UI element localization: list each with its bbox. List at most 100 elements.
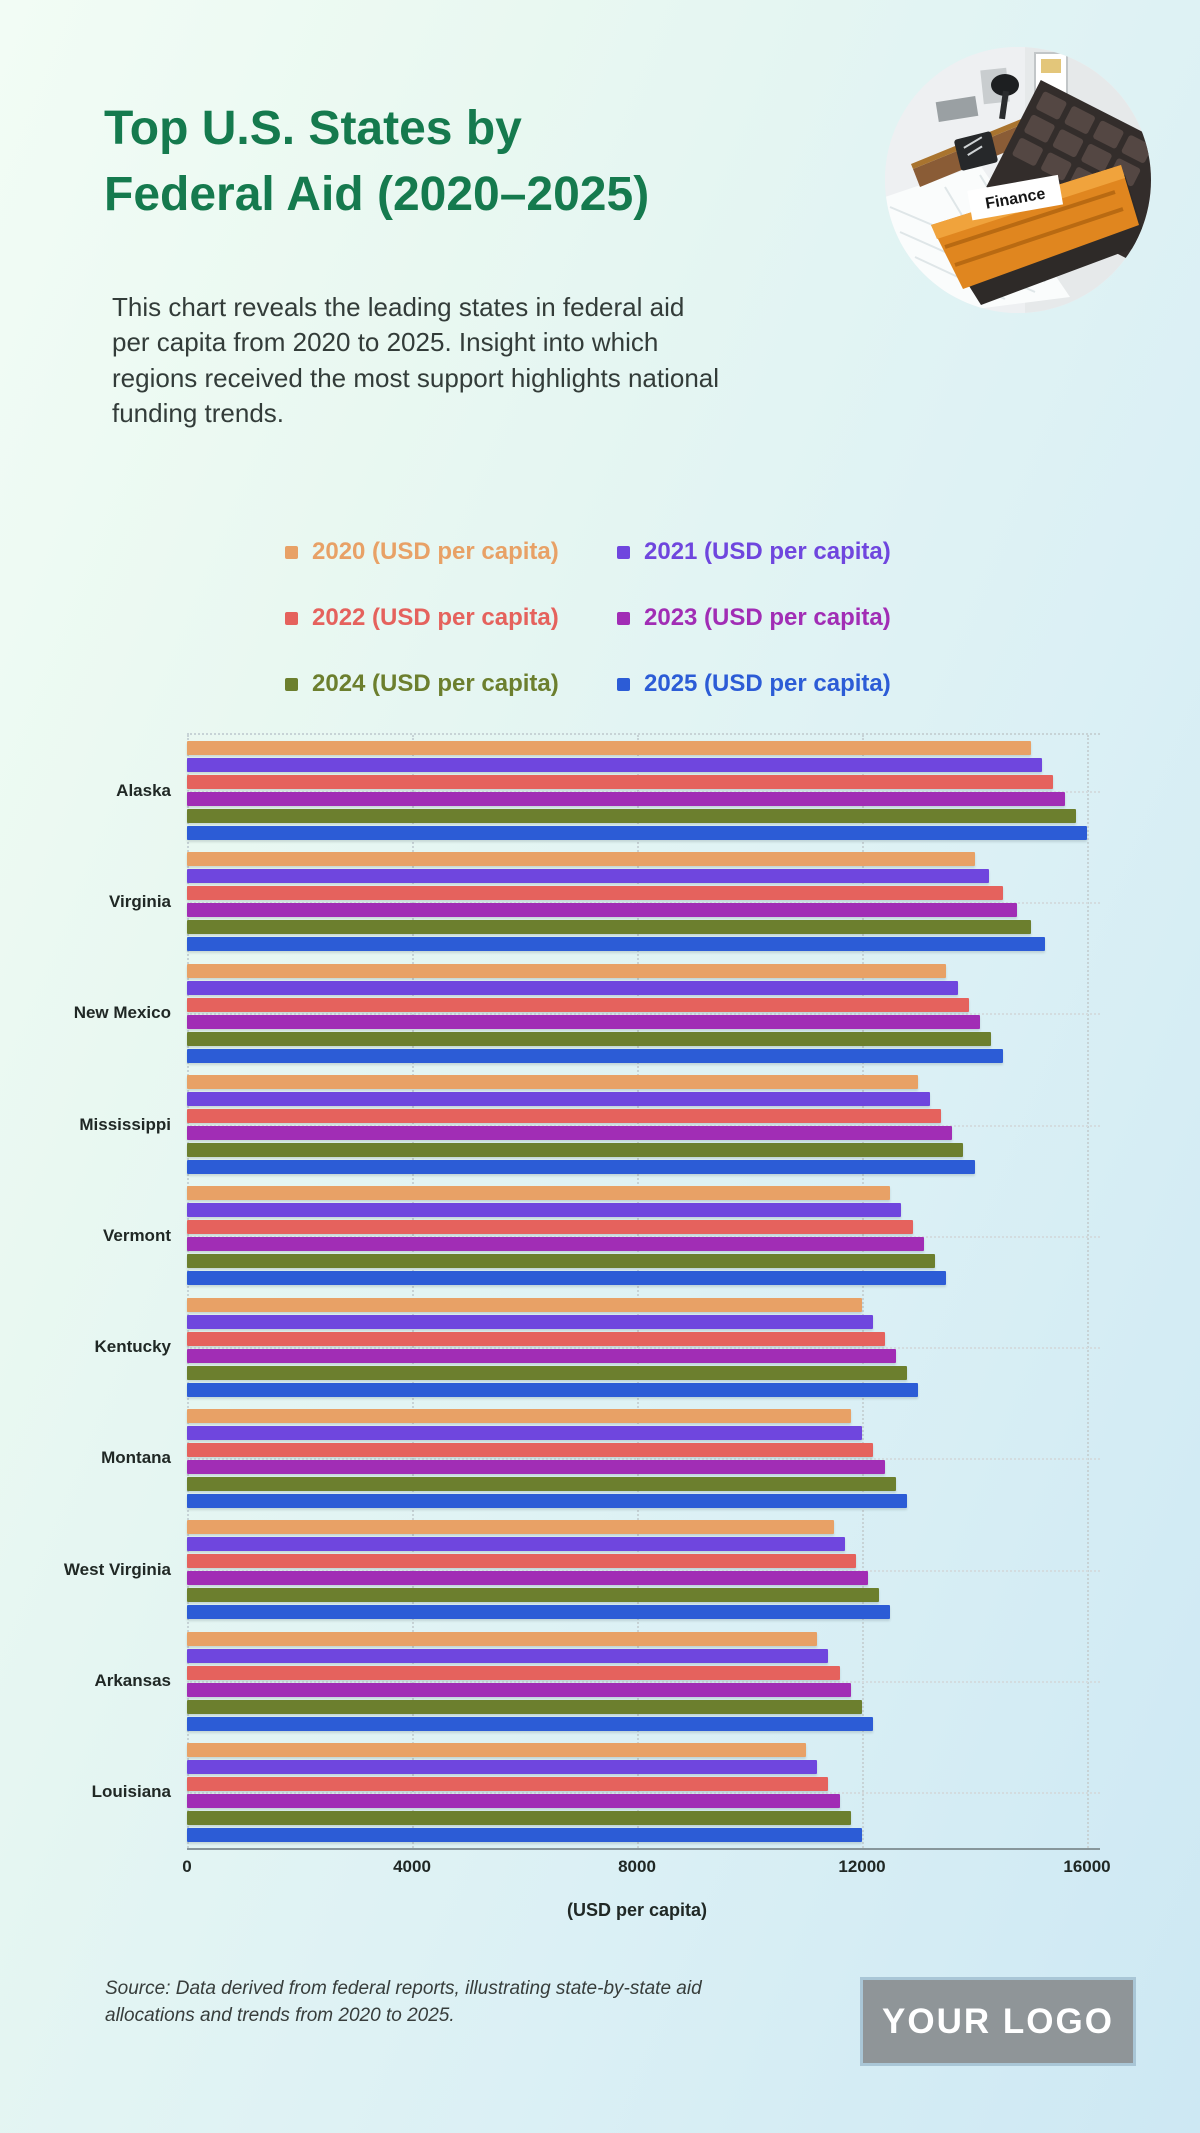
legend-swatch-2025	[617, 677, 630, 691]
bar-2025-mississippi	[187, 1160, 975, 1175]
bar-2020-louisiana	[187, 1742, 806, 1757]
bar-2022-west-virginia	[187, 1554, 857, 1569]
chart-plot: Alaska Virginia New Mexico Mississippi Vermo…	[64, 733, 1111, 1920]
row-label: Montana	[101, 1448, 171, 1468]
legend-item-2020: 2020 (USD per capita)	[285, 538, 617, 566]
bar-2023-west-virginia	[187, 1571, 868, 1586]
legend-item-2023: 2023 (USD per capita)	[617, 604, 891, 632]
bar-2022-new-mexico	[187, 997, 969, 1012]
legend-swatch-2022	[285, 611, 298, 625]
row-label: Vermont	[102, 1225, 171, 1245]
bar-2024-alaska	[187, 809, 1076, 824]
row-label: Kentucky	[94, 1337, 171, 1357]
bar-2020-alaska	[187, 741, 1031, 756]
legend-label: 2022 (USD per capita)	[312, 604, 559, 631]
bar-2020-west-virginia	[187, 1520, 834, 1535]
chart-legend: 2020 (USD per capita) 2021 (USD per capit…	[285, 538, 891, 698]
legend-item-2025: 2025 (USD per capita)	[617, 670, 891, 698]
bar-2022-montana	[187, 1442, 874, 1457]
bar-2023-louisiana	[187, 1793, 840, 1808]
legend-label: 2021 (USD per capita)	[644, 538, 891, 565]
legend-swatch-2024	[285, 677, 298, 691]
x-gridline-8000	[637, 735, 639, 1848]
chart-row-vermont: Vermont	[103, 1180, 1100, 1291]
logo-text: YOUR LOGO	[882, 2001, 1114, 2041]
x-tick-label-0: 0	[182, 1857, 192, 1876]
chart-rows: Alaska Virginia New Mexico Mississippi Vermo…	[64, 735, 1100, 1848]
x-tick-label-12000: 12000	[838, 1857, 886, 1876]
bar-2025-kentucky	[187, 1382, 919, 1397]
legend-label: 2024 (USD per capita)	[312, 670, 559, 697]
chart-row-louisiana: Louisiana	[92, 1737, 1100, 1848]
bar-2021-alaska	[187, 758, 1042, 773]
legend-item-2021: 2021 (USD per capita)	[617, 538, 891, 566]
bar-2022-vermont	[187, 1220, 913, 1235]
chart-row-virginia: Virginia	[109, 846, 1100, 957]
bar-2021-new-mexico	[187, 980, 958, 995]
x-gridline-12000	[862, 735, 864, 1848]
row-label: Mississippi	[79, 1114, 171, 1134]
x-tick-label-4000: 4000	[393, 1857, 431, 1876]
bar-2025-west-virginia	[187, 1605, 891, 1620]
row-label: New Mexico	[73, 1003, 171, 1023]
bar-2025-montana	[187, 1493, 907, 1508]
bar-2025-alaska	[187, 826, 1087, 841]
bar-2024-kentucky	[187, 1365, 907, 1380]
bar-2023-new-mexico	[187, 1014, 981, 1029]
legend-label: 2023 (USD per capita)	[644, 604, 891, 631]
legend-label: 2025 (USD per capita)	[644, 670, 891, 697]
bar-2021-mississippi	[187, 1092, 930, 1107]
title-line-1: Top U.S. States by	[104, 102, 522, 155]
chart-row-new-mexico: New Mexico	[74, 958, 1100, 1069]
legend-swatch-2021	[617, 545, 630, 559]
bar-2024-new-mexico	[187, 1031, 992, 1046]
bar-2023-arkansas	[187, 1682, 851, 1697]
finance-photo-illustration: Finance	[885, 47, 1151, 313]
legend-swatch-2023	[617, 611, 630, 625]
chart-row-montana: Montana	[101, 1403, 1100, 1514]
bar-2024-montana	[187, 1476, 896, 1491]
bar-2022-virginia	[187, 886, 1003, 901]
bar-2021-kentucky	[187, 1314, 874, 1329]
bar-2021-vermont	[187, 1203, 902, 1218]
source-note: Source: Data derived from federal report…	[105, 1978, 702, 2026]
bar-2023-vermont	[187, 1237, 924, 1252]
finance-photo-circle: Finance	[885, 47, 1151, 313]
bar-2020-arkansas	[187, 1631, 817, 1646]
bar-2020-mississippi	[187, 1075, 919, 1090]
bar-2021-west-virginia	[187, 1537, 846, 1552]
chart-row-mississippi: Mississippi	[79, 1069, 1100, 1180]
bar-2023-alaska	[187, 792, 1065, 807]
bar-2022-kentucky	[187, 1331, 885, 1346]
subtitle: This chart reveals the leading states in…	[112, 292, 720, 429]
bar-2024-virginia	[187, 920, 1031, 935]
x-gridline-16000	[1087, 735, 1089, 1848]
bar-2025-vermont	[187, 1271, 947, 1286]
bar-2020-virginia	[187, 852, 975, 867]
bar-2022-mississippi	[187, 1109, 941, 1124]
chart-row-kentucky: Kentucky	[94, 1291, 1100, 1402]
bar-2022-louisiana	[187, 1776, 829, 1791]
page-title: Top U.S. States by Federal Aid (2020–202…	[104, 96, 649, 228]
legend-swatch-2020	[285, 545, 298, 559]
chart-row-west-virginia: West Virginia	[64, 1514, 1100, 1625]
bar-2021-virginia	[187, 869, 989, 884]
row-label: West Virginia	[63, 1559, 171, 1579]
x-axis-title: (USD per capita)	[566, 1900, 708, 1920]
bar-2024-mississippi	[187, 1143, 964, 1158]
bar-2020-kentucky	[187, 1297, 862, 1312]
legend-item-2022: 2022 (USD per capita)	[285, 604, 617, 632]
bar-2024-west-virginia	[187, 1588, 879, 1603]
chart-row-alaska: Alaska	[116, 735, 1100, 846]
bar-2022-arkansas	[187, 1665, 840, 1680]
bar-2024-arkansas	[187, 1699, 862, 1714]
x-tick-label-8000: 8000	[618, 1857, 656, 1876]
row-label: Louisiana	[91, 1782, 171, 1802]
bar-2020-new-mexico	[187, 963, 947, 978]
bar-2023-kentucky	[187, 1348, 896, 1363]
bar-2024-louisiana	[187, 1810, 851, 1825]
chart-row-arkansas: Arkansas	[94, 1625, 1100, 1736]
x-gridline-0	[187, 735, 189, 1848]
title-line-2: Federal Aid (2020–2025)	[104, 168, 650, 222]
